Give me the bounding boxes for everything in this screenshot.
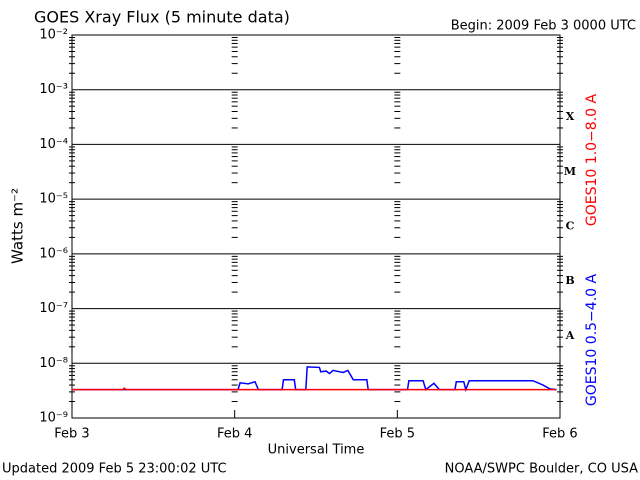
footer-right: NOAA/SWPC Boulder, CO USA — [445, 462, 638, 477]
x-tick-label: Feb 4 — [217, 427, 252, 442]
legend-entry: GOES10 0.5−4.0 A — [584, 274, 600, 407]
flare-class-label: A — [565, 329, 575, 342]
y-tick-label: 10⁻⁸ — [39, 356, 68, 371]
y-tick-label: 10⁻² — [39, 28, 68, 43]
x-tick-label: Feb 5 — [380, 427, 415, 442]
series-line — [72, 387, 556, 391]
x-axis-label: Universal Time — [268, 443, 365, 458]
y-tick-label: 10⁻⁷ — [39, 301, 68, 316]
flare-class-label: X — [566, 110, 575, 123]
y-tick-label: 10⁻⁵ — [39, 192, 68, 207]
footer-left: Updated 2009 Feb 5 23:00:02 UTC — [2, 462, 227, 477]
y-tick-label: 10⁻⁴ — [39, 137, 68, 152]
y-tick-label: 10⁻³ — [39, 82, 68, 97]
flare-class-label: C — [566, 220, 575, 233]
flare-class-label: M — [564, 165, 576, 178]
chart-title: GOES Xray Flux (5 minute data) — [34, 8, 290, 27]
subtitle: Begin: 2009 Feb 3 0000 UTC — [451, 19, 636, 34]
y-tick-label: 10⁻⁶ — [39, 246, 68, 261]
y-axis-label: Watts m⁻² — [9, 188, 27, 264]
x-tick-label: Feb 3 — [54, 427, 89, 442]
x-tick-label: Feb 6 — [542, 427, 577, 442]
legend-entry: GOES10 1.0−8.0 A — [584, 94, 600, 227]
flare-class-label: B — [565, 274, 574, 287]
y-tick-label: 10⁻⁹ — [39, 411, 68, 426]
